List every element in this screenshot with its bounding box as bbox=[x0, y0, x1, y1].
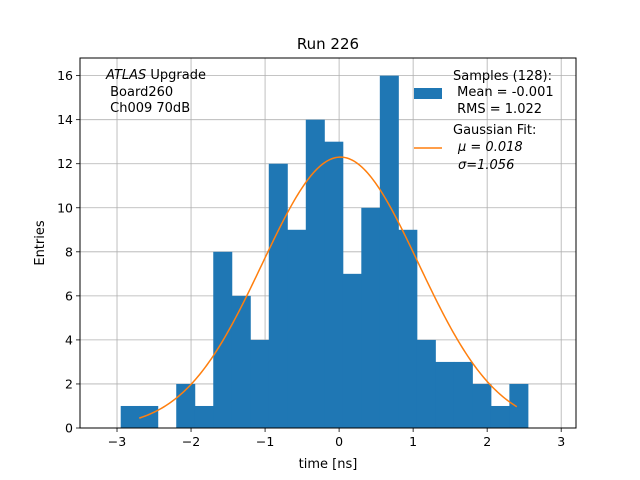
x-tick-label: −3 bbox=[108, 434, 126, 449]
x-tick-label: −2 bbox=[182, 434, 200, 449]
y-tick-label: 4 bbox=[65, 332, 73, 347]
histogram-bar bbox=[435, 361, 455, 428]
histogram-bar bbox=[287, 229, 307, 428]
y-tick-label: 6 bbox=[65, 288, 73, 303]
legend-fit-sigma: σ=1.056 bbox=[458, 158, 514, 173]
y-tick-label: 16 bbox=[57, 68, 73, 83]
histogram-bar bbox=[250, 339, 270, 428]
y-tick-label: 2 bbox=[65, 376, 73, 391]
histogram-bar bbox=[268, 163, 288, 428]
legend: Samples (128): Mean = -0.001 RMS = 1.022… bbox=[414, 69, 554, 173]
annotation-upgrade: Upgrade bbox=[146, 68, 206, 83]
experiment-annotation: ATLAS Upgrade Board260 Ch009 70dB bbox=[105, 68, 206, 116]
histogram-bar bbox=[120, 405, 140, 428]
x-tick-label: −1 bbox=[256, 434, 274, 449]
y-tick-label: 12 bbox=[57, 156, 73, 171]
histogram-bar bbox=[324, 141, 344, 428]
x-tick-label: 3 bbox=[557, 434, 565, 449]
x-tick-label: 1 bbox=[409, 434, 417, 449]
legend-samples-title: Samples (128): bbox=[453, 69, 552, 84]
histogram-bar bbox=[342, 273, 362, 428]
histogram-bar bbox=[379, 75, 399, 428]
histogram-bar bbox=[361, 207, 381, 428]
legend-fit-title: Gaussian Fit: bbox=[453, 123, 536, 138]
histogram-bar bbox=[194, 405, 214, 428]
x-axis-label: time [ns] bbox=[299, 457, 358, 472]
y-axis-label: Entries bbox=[33, 220, 48, 266]
histogram-bar bbox=[490, 405, 510, 428]
histogram-bar bbox=[305, 119, 325, 429]
svg-text:ATLAS Upgrade: ATLAS Upgrade bbox=[105, 68, 206, 83]
histogram-bar bbox=[231, 295, 251, 428]
histogram-bar bbox=[139, 405, 159, 428]
histogram-bar bbox=[398, 229, 418, 428]
gaussian-fit-curve bbox=[138, 156, 518, 419]
legend-samples-rms: RMS = 1.022 bbox=[453, 102, 542, 117]
annotation-channel: Ch009 70dB bbox=[106, 101, 190, 116]
legend-samples-swatch bbox=[414, 88, 442, 99]
y-tick-label: 0 bbox=[65, 421, 73, 436]
histogram-bar bbox=[472, 383, 492, 428]
legend-samples-mean: Mean = -0.001 bbox=[453, 85, 554, 100]
legend-fit-mu: μ = 0.018 bbox=[457, 140, 523, 155]
axes-frame bbox=[79, 57, 577, 429]
gaussian-fit bbox=[138, 156, 518, 419]
annotation-atlas: ATLAS bbox=[105, 68, 146, 83]
x-tick-label: 0 bbox=[335, 434, 343, 449]
x-tick-label: 2 bbox=[483, 434, 491, 449]
histogram-bar bbox=[453, 361, 473, 428]
y-tick-label: 8 bbox=[65, 244, 73, 259]
chart-title: Run 226 bbox=[297, 35, 359, 53]
y-tick-label: 10 bbox=[57, 200, 73, 215]
annotation-board: Board260 bbox=[106, 85, 173, 100]
histogram-bar bbox=[416, 339, 436, 428]
y-tick-label: 14 bbox=[57, 112, 73, 127]
histogram-bar bbox=[509, 383, 529, 428]
